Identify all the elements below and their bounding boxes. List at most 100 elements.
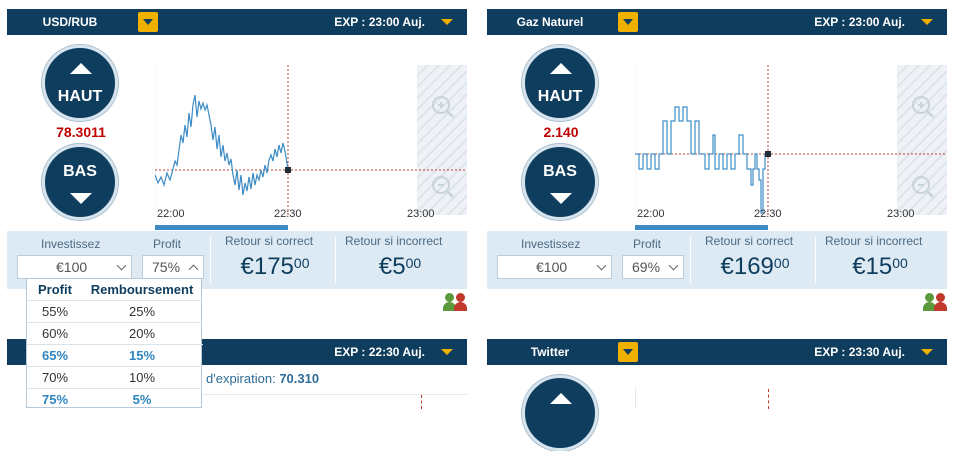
up-button-label: HAUT [57,88,103,105]
x-tick: 22:30 [274,208,302,220]
profit-option[interactable]: 75% 5% [27,388,203,410]
invest-value: €100 [56,259,88,275]
popup-header: Profit Remboursement [27,279,203,301]
expiry-label[interactable]: EXP : 22:30 Auj. [334,345,425,359]
expiry-dropdown-icon[interactable] [441,19,453,25]
panel-header: Gaz Naturel EXP : 23:00 Auj. [487,9,947,35]
return-correct-cents: 00 [293,255,310,271]
return-correct-value: €16900 [692,253,818,281]
down-button-label: BAS [543,163,577,180]
zoom-out-icon [912,176,930,194]
option-profit: 70% [41,370,69,385]
expiry-label[interactable]: EXP : 23:00 Auj. [814,15,905,29]
down-button[interactable]: BAS [522,144,598,220]
asset-dropdown-icon[interactable] [138,12,158,32]
return-incorrect-value: €1500 [817,253,943,281]
asset-name[interactable]: Twitter [530,345,570,359]
x-tick: 23:00 [887,208,915,220]
divider [335,237,336,283]
sentiment-icon[interactable] [443,293,469,311]
investment-bar: Investissez Profit €100 69% Retour si co… [487,231,947,289]
option-refund: 25% [128,304,156,319]
option-refund: 5% [132,392,152,407]
divider [815,237,816,283]
profit-option[interactable]: 55% 25% [27,300,203,322]
return-incorrect-amount: €5 [378,253,406,280]
option-refund: 10% [128,370,156,385]
profit-label: Profit [633,237,662,251]
time-crosshair [421,395,422,409]
up-button[interactable] [522,375,598,451]
invest-select[interactable]: €100 [17,255,132,279]
divider [210,237,211,283]
option-refund: 15% [128,348,156,363]
trade-panel-twitter: Twitter EXP : 23:30 Auj. [487,339,947,451]
down-button-label: BAS [63,163,97,180]
expiry-dropdown-icon[interactable] [921,19,933,25]
option-refund: 20% [128,326,156,341]
x-tick: 22:00 [157,208,185,220]
expiry-label[interactable]: EXP : 23:30 Auj. [814,345,905,359]
time-crosshair [768,389,769,409]
trade-panel-gaz: Gaz Naturel EXP : 23:00 Auj. HAUT 2.140 … [487,9,947,311]
x-tick: 22:00 [637,208,665,220]
chevron-down-icon [668,260,679,271]
asset-name[interactable]: Gaz Naturel [516,15,584,29]
return-correct-value: €17500 [212,253,338,281]
zoom-out-icon [432,176,450,194]
asset-name[interactable]: USD/RUB [42,15,98,29]
return-correct-label: Retour si correct [225,234,314,248]
return-correct-cents: 00 [773,255,790,271]
option-profit: 60% [41,326,69,341]
trade-panel-usdrub: USD/RUB EXP : 23:00 Auj. HAUT 78.3011 BA… [7,9,467,311]
return-incorrect-label: Retour si incorrect [345,234,443,248]
x-tick: 23:00 [407,208,435,220]
panel-header: USD/RUB EXP : 23:00 Auj. [7,9,467,35]
price-line [155,94,289,196]
price-chart [635,65,947,215]
future-zone [897,65,947,215]
popup-header-refund: Remboursement [90,282,194,297]
profit-option[interactable]: 70% 10% [27,366,203,388]
current-price-marker [285,167,291,173]
profit-value: 75% [152,259,181,275]
current-price-marker [765,151,771,157]
profit-select[interactable]: 69% [622,255,684,279]
chevron-down-icon [596,260,607,271]
future-zone [417,65,467,215]
option-profit: 65% [41,348,69,363]
sentiment-icon[interactable] [923,293,949,311]
time-progress-bar [155,225,288,230]
expiry-label[interactable]: EXP : 23:00 Auj. [334,15,425,29]
asset-dropdown-icon[interactable] [618,342,638,362]
expiry-dropdown-icon[interactable] [921,349,933,355]
return-correct-label: Retour si correct [705,234,794,248]
option-profit: 75% [41,392,69,407]
expiry-dropdown-icon[interactable] [441,349,453,355]
x-tick: 22:30 [754,208,782,220]
arrow-down-icon [550,193,572,204]
time-progress-bar [635,225,768,230]
current-price: 78.3011 [56,124,106,140]
profit-select[interactable]: 75% [142,255,204,279]
current-price: 2.140 [543,124,579,140]
panel-header: Twitter EXP : 23:30 Auj. [487,339,947,365]
down-button[interactable]: BAS [42,144,118,220]
arrow-up-icon [550,63,572,74]
up-button[interactable]: HAUT [42,45,118,121]
profit-dropdown-menu: Profit Remboursement 55% 25% 60% 20% 65%… [26,278,203,410]
up-button[interactable]: HAUT [522,45,598,121]
arrow-up-icon [550,393,572,404]
arrow-up-icon [70,63,92,74]
return-incorrect-label: Retour si incorrect [825,234,923,248]
asset-dropdown-icon[interactable] [618,12,638,32]
chart-stub [202,394,467,395]
zoom-in-icon [912,96,930,114]
expiry-text: d'expiration: [206,371,276,386]
return-incorrect-value: €500 [337,253,463,281]
profit-option[interactable]: 60% 20% [27,322,203,344]
profit-option[interactable]: 65% 15% [27,344,203,366]
return-correct-amount: €175 [240,253,294,280]
invest-select[interactable]: €100 [497,255,612,279]
invest-value: €100 [536,259,568,275]
